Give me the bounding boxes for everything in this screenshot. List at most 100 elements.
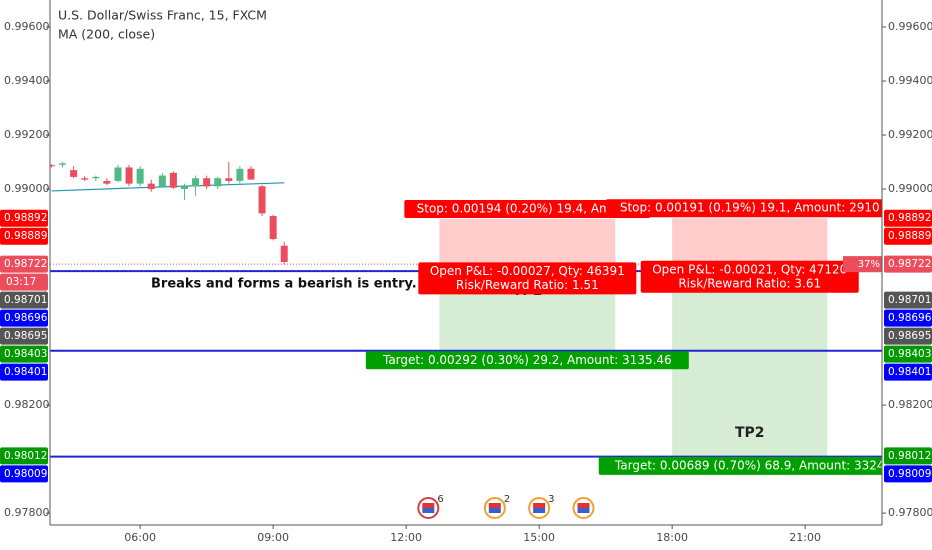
price-tag-text: 0.98701 [4,294,47,306]
price-tag: 0.98009 [0,465,48,483]
price-tag-box [884,209,932,227]
price-tag-box [0,327,48,345]
pnl-label-text: Risk/Reward Ratio: 1.51 [456,278,599,292]
target-label-box [365,351,689,370]
candle-body [114,167,122,181]
partial-tag-text: 37% [858,259,880,270]
price-tag-text: 0.98012 [888,450,931,462]
price-tag-text: 0.98695 [4,330,47,342]
price-tag: 0.98696 [884,309,932,327]
price-tag: 0.98892 [0,209,48,227]
event-flag[interactable]: 3 [528,494,555,519]
stop-label-box [605,199,882,218]
price-tag-box [884,309,932,327]
price-tag: 0.98695 [884,327,932,345]
price-tag: 0.98695 [0,327,48,345]
candle-body [225,178,233,181]
candle-body [103,180,111,184]
price-tag-text: 0.98401 [888,366,931,378]
candle-body [280,245,288,262]
price-tag-box [884,465,932,483]
price-tag-text: 0.98009 [4,468,47,480]
pnl-label-box [418,262,637,295]
price-tag-text: 0.98403 [4,348,47,360]
price-tag-text: 0.98701 [888,294,931,306]
event-count: 3 [548,494,554,505]
candle-body [50,165,55,167]
price-tag-box [0,309,48,327]
event-flag[interactable]: 2 [483,494,510,519]
price-tag: 0.98889 [0,227,48,245]
pnl-label: Open P&L: -0.00027, Qty: 46391Risk/Rewar… [418,262,637,295]
price-tag-text: 0.98892 [4,212,47,224]
price-tag: 0.98012 [884,447,932,465]
price-tag-text: 0.98012 [4,450,47,462]
price-tag-text: 0.98403 [888,348,931,360]
price-tag-box [884,345,932,363]
pnl-label-text: Open P&L: -0.00027, Qty: 46391 [430,264,625,278]
price-tag-box [884,255,932,273]
event-flag-top [422,503,435,508]
price-tag-box [0,255,48,273]
price-tag-text: 0.98695 [888,330,931,342]
price-tag-text: 0.98889 [4,230,47,242]
y-tick-label: 0.98200 [4,398,50,411]
price-tag: 0.98009 [884,465,932,483]
price-tag: 0.98401 [0,363,48,381]
partial-tag: 37% [843,256,882,273]
candle-body [203,178,211,187]
candle-body [214,178,222,187]
target-label-text: Target: 0.00689 (0.70%) 68.9, Amount: 33… [614,458,885,472]
y-tick-label: 0.99000 [888,182,932,195]
stop-label-text: Stop: 0.00191 (0.19%) 19.1, Amount: 2910 [620,201,880,215]
price-tag-text: 0.98722 [4,258,47,270]
candle-body [269,216,277,240]
price-tag-box [884,447,932,465]
target-label-box [598,456,882,475]
candle-body [70,170,78,177]
candle-body [92,176,100,179]
pnl-label-text: Open P&L: -0.00021, Qty: 47120 [652,262,847,276]
target-zone [672,269,828,456]
stop-label: Stop: 0.00191 (0.19%) 19.1, Amount: 2910 [605,199,882,218]
x-tick-label: 12:00 [390,531,422,544]
price-tag-text: 0.98009 [888,468,931,480]
y-tick-label: 0.99200 [888,128,932,141]
price-tag: 0.98701 [884,291,932,309]
position: Stop: 0.00194 (0.20%) 19.4, Amount Open P… [365,200,689,370]
y-tick-label: 0.99200 [4,128,50,141]
stop-label: Stop: 0.00194 (0.20%) 19.4, Amount [404,200,651,219]
price-tag-box [884,327,932,345]
position-label: TP2 [735,425,765,441]
price-tag-box [0,227,48,245]
countdown: 03:17 [0,273,48,291]
candle-body [147,183,155,190]
y-tick-label: 0.97800 [4,506,50,519]
x-tick-label: 15:00 [523,531,555,544]
event-flag[interactable] [572,497,595,519]
event-count: 6 [437,494,443,505]
candle-body [125,167,133,184]
x-tick-label: 21:00 [789,531,821,544]
pnl-label: Open P&L: -0.00021, Qty: 47120Risk/Rewar… [640,260,859,293]
event-flag-bottom [577,508,590,513]
candle-body [169,172,177,188]
price-tag-text: 0.98889 [888,230,931,242]
stop-label-text: Stop: 0.00194 (0.20%) 19.4, Amount [417,202,639,216]
event-flag-bottom [488,508,501,513]
price-tag-text: 0.98722 [888,258,931,270]
price-tag-text: 0.98401 [4,366,47,378]
y-tick-label: 0.99400 [4,74,50,87]
event-flag-bottom [422,508,435,513]
price-tag: 0.98889 [884,227,932,245]
event-flag-top [488,503,501,508]
candle-body [192,178,200,187]
countdown-box [0,273,48,291]
event-flag[interactable]: 6 [417,494,444,519]
price-tag-box [0,345,48,363]
x-tick-label: 09:00 [257,531,289,544]
price-tag-text: 0.98696 [4,312,48,324]
x-tick-label: 06:00 [124,531,156,544]
target-label: Target: 0.00292 (0.30%) 29.2, Amount: 31… [365,351,689,370]
